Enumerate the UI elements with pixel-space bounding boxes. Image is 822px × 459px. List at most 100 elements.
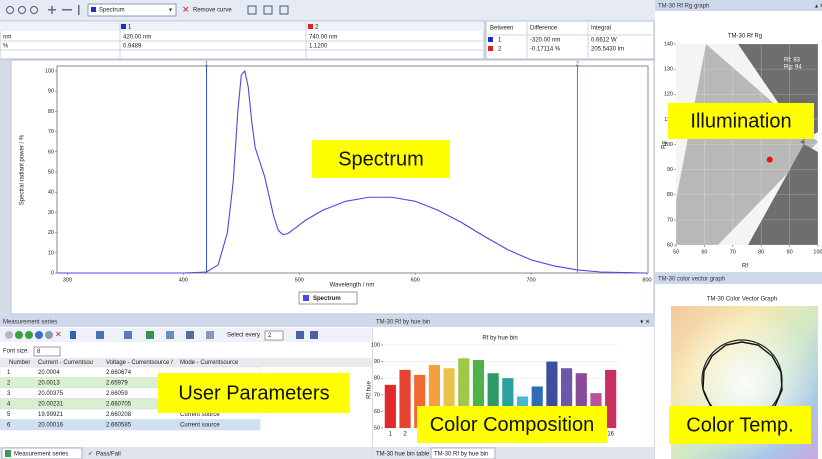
- cell: 1: [7, 370, 11, 376]
- toolbar-icons[interactable]: [6, 5, 80, 15]
- column-header: 1: [128, 25, 132, 31]
- bar: [472, 359, 485, 428]
- y-tick-label: 100: [45, 68, 54, 74]
- select-every-label: Select every: [227, 333, 260, 339]
- overlay-box: [669, 406, 811, 444]
- cell: Current source: [180, 412, 220, 418]
- annotation: Rg: 94: [784, 65, 802, 71]
- x-tick-label: 700: [526, 277, 535, 283]
- tab[interactable]: Pass/Fail: [96, 452, 121, 458]
- x-tick-label: 80: [758, 249, 764, 255]
- cell: 1.1200: [309, 44, 328, 50]
- chart-title: Rf by hue bin: [482, 336, 517, 342]
- cell: 2.66059: [106, 391, 128, 397]
- cursor-table-header: [0, 22, 484, 31]
- cell: 20.0004: [38, 370, 60, 376]
- diff-table: [485, 20, 655, 60]
- y-tick-label: 60: [667, 242, 673, 248]
- cell: 1: [498, 38, 502, 44]
- pin-icon[interactable]: ▾ ✕: [640, 320, 650, 326]
- x-tick-label: 90: [787, 249, 793, 255]
- tab-active[interactable]: [430, 447, 496, 459]
- cell: 0.9489: [123, 44, 142, 50]
- y-tick-label: 90: [374, 359, 380, 365]
- cursor-2-swatch: [308, 24, 313, 29]
- x-tick-label: 50: [673, 249, 679, 255]
- curve-dropdown[interactable]: [87, 3, 177, 17]
- cell: 4: [7, 402, 11, 408]
- table-row: [0, 419, 261, 431]
- x-tick-label: 2: [403, 432, 407, 438]
- legend-swatch: [303, 295, 309, 301]
- y-axis-label: Rf hue: [367, 381, 373, 399]
- cell: 20.00375: [38, 391, 64, 397]
- tab[interactable]: TM-30 Rf by hue bin: [434, 452, 488, 458]
- pin-icon[interactable]: ▴ ✕: [815, 4, 822, 10]
- cell: 2.660674: [106, 370, 132, 376]
- y-tick-label: 50: [374, 425, 380, 431]
- x-tick-label: 800: [642, 277, 651, 283]
- dropdown-arrow: ▾: [169, 8, 172, 14]
- y-tick-label: 90: [48, 89, 54, 95]
- y-tick-label: 80: [48, 109, 54, 115]
- y-tick-label: 30: [48, 210, 54, 216]
- chart-title: TM-30 Rf Rg: [728, 34, 762, 40]
- cell: 2: [7, 381, 11, 387]
- column-header: Integral: [591, 26, 611, 32]
- overlay-label: User Parameters: [178, 382, 329, 404]
- spectrum-panel: [10, 59, 655, 315]
- x-tick-label: 70: [730, 249, 736, 255]
- overlay-box: [668, 103, 814, 139]
- curve-name: Spectrum: [99, 8, 125, 14]
- font-size-input[interactable]: [33, 346, 61, 357]
- tab[interactable]: Measurement series: [14, 452, 68, 458]
- panel-header: [373, 316, 654, 327]
- y-tick-label: 100: [664, 142, 673, 148]
- bar: [502, 378, 514, 428]
- y-tick-label: 60: [374, 409, 380, 415]
- legend-box: [298, 291, 358, 305]
- x-tick-label: 500: [295, 277, 304, 283]
- column-header: Difference: [530, 26, 558, 32]
- y-tick-label: 100: [371, 342, 380, 348]
- x-tick-label: 400: [179, 277, 188, 283]
- column-header: 2: [315, 25, 319, 31]
- select-every-value: 2: [268, 333, 272, 339]
- cell: 20.00016: [38, 423, 64, 429]
- tab-active[interactable]: [1, 447, 83, 459]
- column-header: Voltage - Currentsource /: [106, 360, 173, 366]
- tab[interactable]: TM-30 hue bin table: [376, 452, 430, 458]
- cell: 420.00 nm: [123, 35, 151, 41]
- diff-1-swatch: [488, 37, 493, 42]
- remove-icon: ✕: [182, 4, 190, 14]
- curve-swatch: [91, 7, 96, 12]
- diff-2-swatch: [488, 46, 493, 51]
- y-tick-label: 140: [664, 41, 673, 47]
- tab-icon: ✔: [88, 452, 93, 458]
- x-tick-label: 60: [701, 249, 707, 255]
- panel-header: [655, 0, 822, 11]
- x-tick-label: 100: [813, 249, 822, 255]
- select-every-input[interactable]: [264, 330, 284, 341]
- cell: 2.65979: [106, 381, 128, 387]
- cell: 740.00 nm: [309, 35, 337, 41]
- cell: 205.5430 lm: [591, 47, 624, 53]
- bar: [575, 373, 587, 428]
- cell: -0.17114 %: [530, 47, 561, 53]
- tab-icon: [5, 450, 11, 457]
- y-tick-label: 120: [664, 92, 673, 98]
- cursor-label: 1: [205, 62, 209, 68]
- series-icons[interactable]: ✕: [5, 330, 318, 339]
- cell: 20.00231: [38, 402, 64, 408]
- y-tick-label: 130: [664, 67, 673, 73]
- x-tick-label: 16: [607, 432, 614, 438]
- cell: nm: [3, 35, 11, 41]
- toolbar-icons-right[interactable]: [247, 5, 289, 15]
- x-axis-label: Rf: [742, 264, 748, 270]
- column-header: Number: [9, 360, 30, 366]
- bar: [428, 364, 440, 428]
- remove-curve-button[interactable]: Remove curve: [193, 8, 232, 14]
- cell: 0.6612 W: [591, 38, 617, 44]
- y-tick-label: 70: [48, 129, 54, 135]
